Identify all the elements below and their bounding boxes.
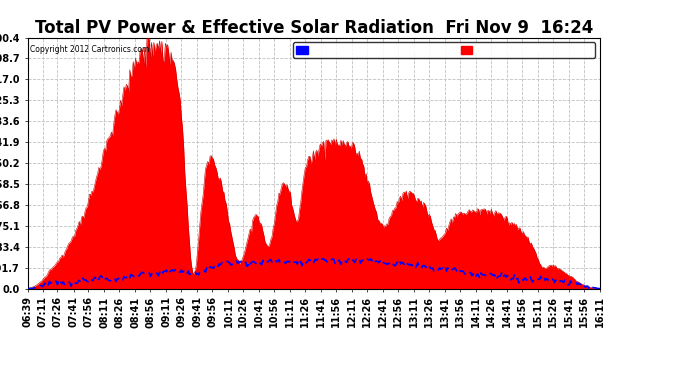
Legend: Radiation (Effective w/m2), PV Panels (DC Watts): Radiation (Effective w/m2), PV Panels (D…	[293, 42, 595, 58]
Title: Total PV Power & Effective Solar Radiation  Fri Nov 9  16:24: Total PV Power & Effective Solar Radiati…	[34, 20, 593, 38]
Text: Copyright 2012 Cartronics.com: Copyright 2012 Cartronics.com	[30, 45, 150, 54]
